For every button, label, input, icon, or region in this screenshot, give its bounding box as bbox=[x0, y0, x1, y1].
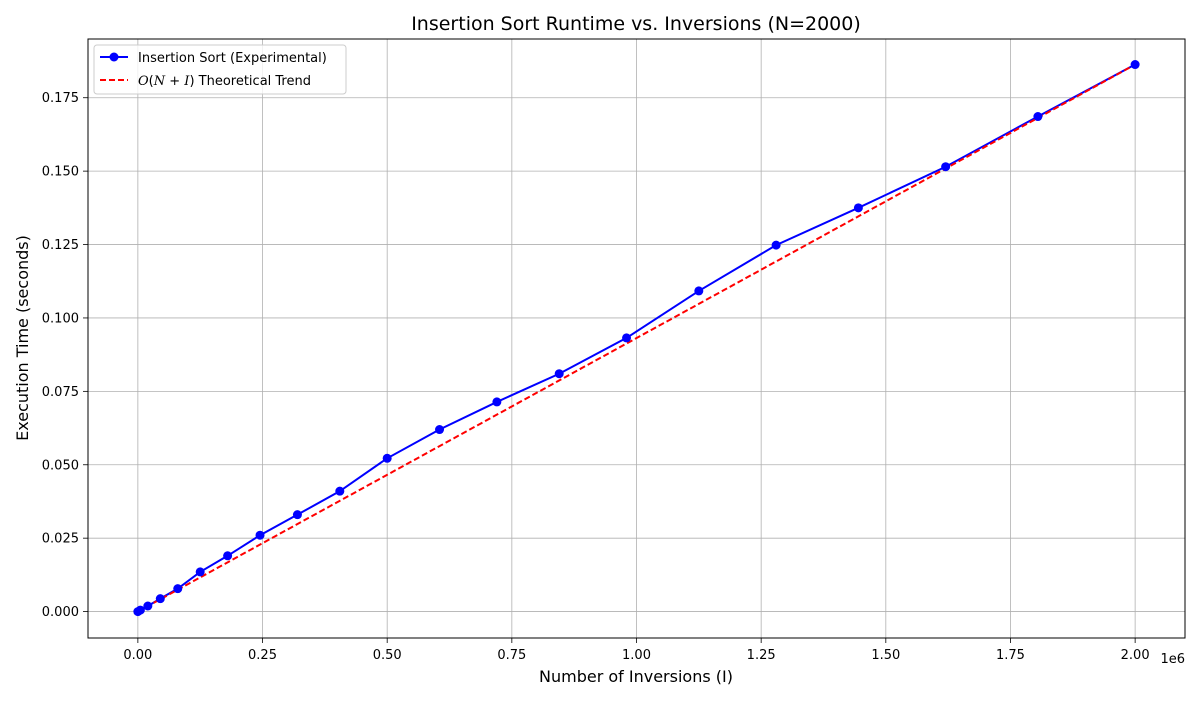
x-tick-label: 0.50 bbox=[373, 648, 402, 663]
y-tick-label: 0.050 bbox=[42, 458, 79, 473]
x-tick-label: 1.50 bbox=[871, 648, 900, 663]
grid bbox=[88, 39, 1185, 638]
legend-label-theoretical: O(N + I) Theoretical Trend bbox=[138, 74, 311, 89]
chart-title: Insertion Sort Runtime vs. Inversions (N… bbox=[411, 13, 861, 35]
legend: Insertion Sort (Experimental) O(N + I) T… bbox=[93, 44, 347, 95]
x-tick-label: 1.75 bbox=[996, 648, 1025, 663]
data-point-experimental bbox=[255, 530, 265, 540]
x-tick-label: 0.25 bbox=[248, 648, 277, 663]
y-tick-label: 0.125 bbox=[42, 238, 79, 253]
data-point-experimental bbox=[382, 453, 392, 463]
y-tick-label: 0.100 bbox=[42, 311, 79, 326]
data-point-experimental bbox=[195, 567, 205, 577]
data-point-experimental bbox=[1033, 112, 1043, 122]
x-axis-label: Number of Inversions (I) bbox=[539, 667, 733, 686]
data-point-experimental bbox=[941, 162, 951, 172]
data-point-experimental bbox=[435, 425, 445, 435]
x-axis-offset: 1e6 bbox=[1160, 652, 1185, 667]
x-tick-label: 1.00 bbox=[622, 648, 651, 663]
series-layer bbox=[133, 60, 1140, 617]
data-point-experimental bbox=[335, 486, 345, 496]
x-tick-label: 0.75 bbox=[497, 648, 526, 663]
legend-label-experimental: Insertion Sort (Experimental) bbox=[138, 51, 327, 66]
legend-math-close: ) bbox=[189, 74, 194, 89]
data-point-experimental bbox=[135, 605, 145, 615]
legend-math-open: ( bbox=[149, 74, 154, 89]
legend-math-i: I bbox=[183, 74, 190, 89]
legend-box bbox=[93, 44, 347, 95]
x-tick-label: 1.25 bbox=[747, 648, 776, 663]
data-point-experimental bbox=[554, 369, 564, 379]
data-point-experimental bbox=[292, 510, 302, 520]
y-axis-label: Execution Time (seconds) bbox=[13, 235, 32, 441]
data-point-experimental bbox=[694, 286, 704, 296]
data-point-experimental bbox=[155, 594, 165, 604]
y-tick-label: 0.075 bbox=[42, 385, 79, 400]
y-axis-ticks: 0.000 0.025 0.050 0.075 0.100 0.125 0.150 0.175 bbox=[42, 91, 88, 620]
x-tick-label: 2.00 bbox=[1121, 648, 1150, 663]
data-point-experimental bbox=[1130, 60, 1140, 70]
y-tick-label: 0.000 bbox=[42, 605, 79, 620]
y-tick-label: 0.175 bbox=[42, 91, 79, 106]
y-tick-label: 0.150 bbox=[42, 165, 79, 180]
data-point-experimental bbox=[492, 397, 502, 407]
legend-marker-experimental bbox=[109, 52, 119, 62]
legend-math-o: O bbox=[138, 74, 149, 89]
x-axis-ticks: 0.00 0.25 0.50 0.75 1.00 1.25 1.50 1.75 2.00 bbox=[123, 638, 1150, 663]
data-point-experimental bbox=[771, 240, 781, 250]
x-tick-label: 0.00 bbox=[123, 648, 152, 663]
data-point-experimental bbox=[173, 584, 183, 594]
data-point-experimental bbox=[853, 203, 863, 213]
legend-math-plus: + bbox=[165, 74, 184, 89]
legend-math-n: N bbox=[153, 74, 166, 89]
y-tick-label: 0.025 bbox=[42, 532, 79, 547]
legend-label-rest: Theoretical Trend bbox=[195, 74, 311, 89]
data-point-experimental bbox=[622, 333, 632, 343]
series-line-theoretical bbox=[137, 63, 1136, 613]
data-point-experimental bbox=[143, 601, 153, 611]
data-point-experimental bbox=[223, 551, 233, 561]
